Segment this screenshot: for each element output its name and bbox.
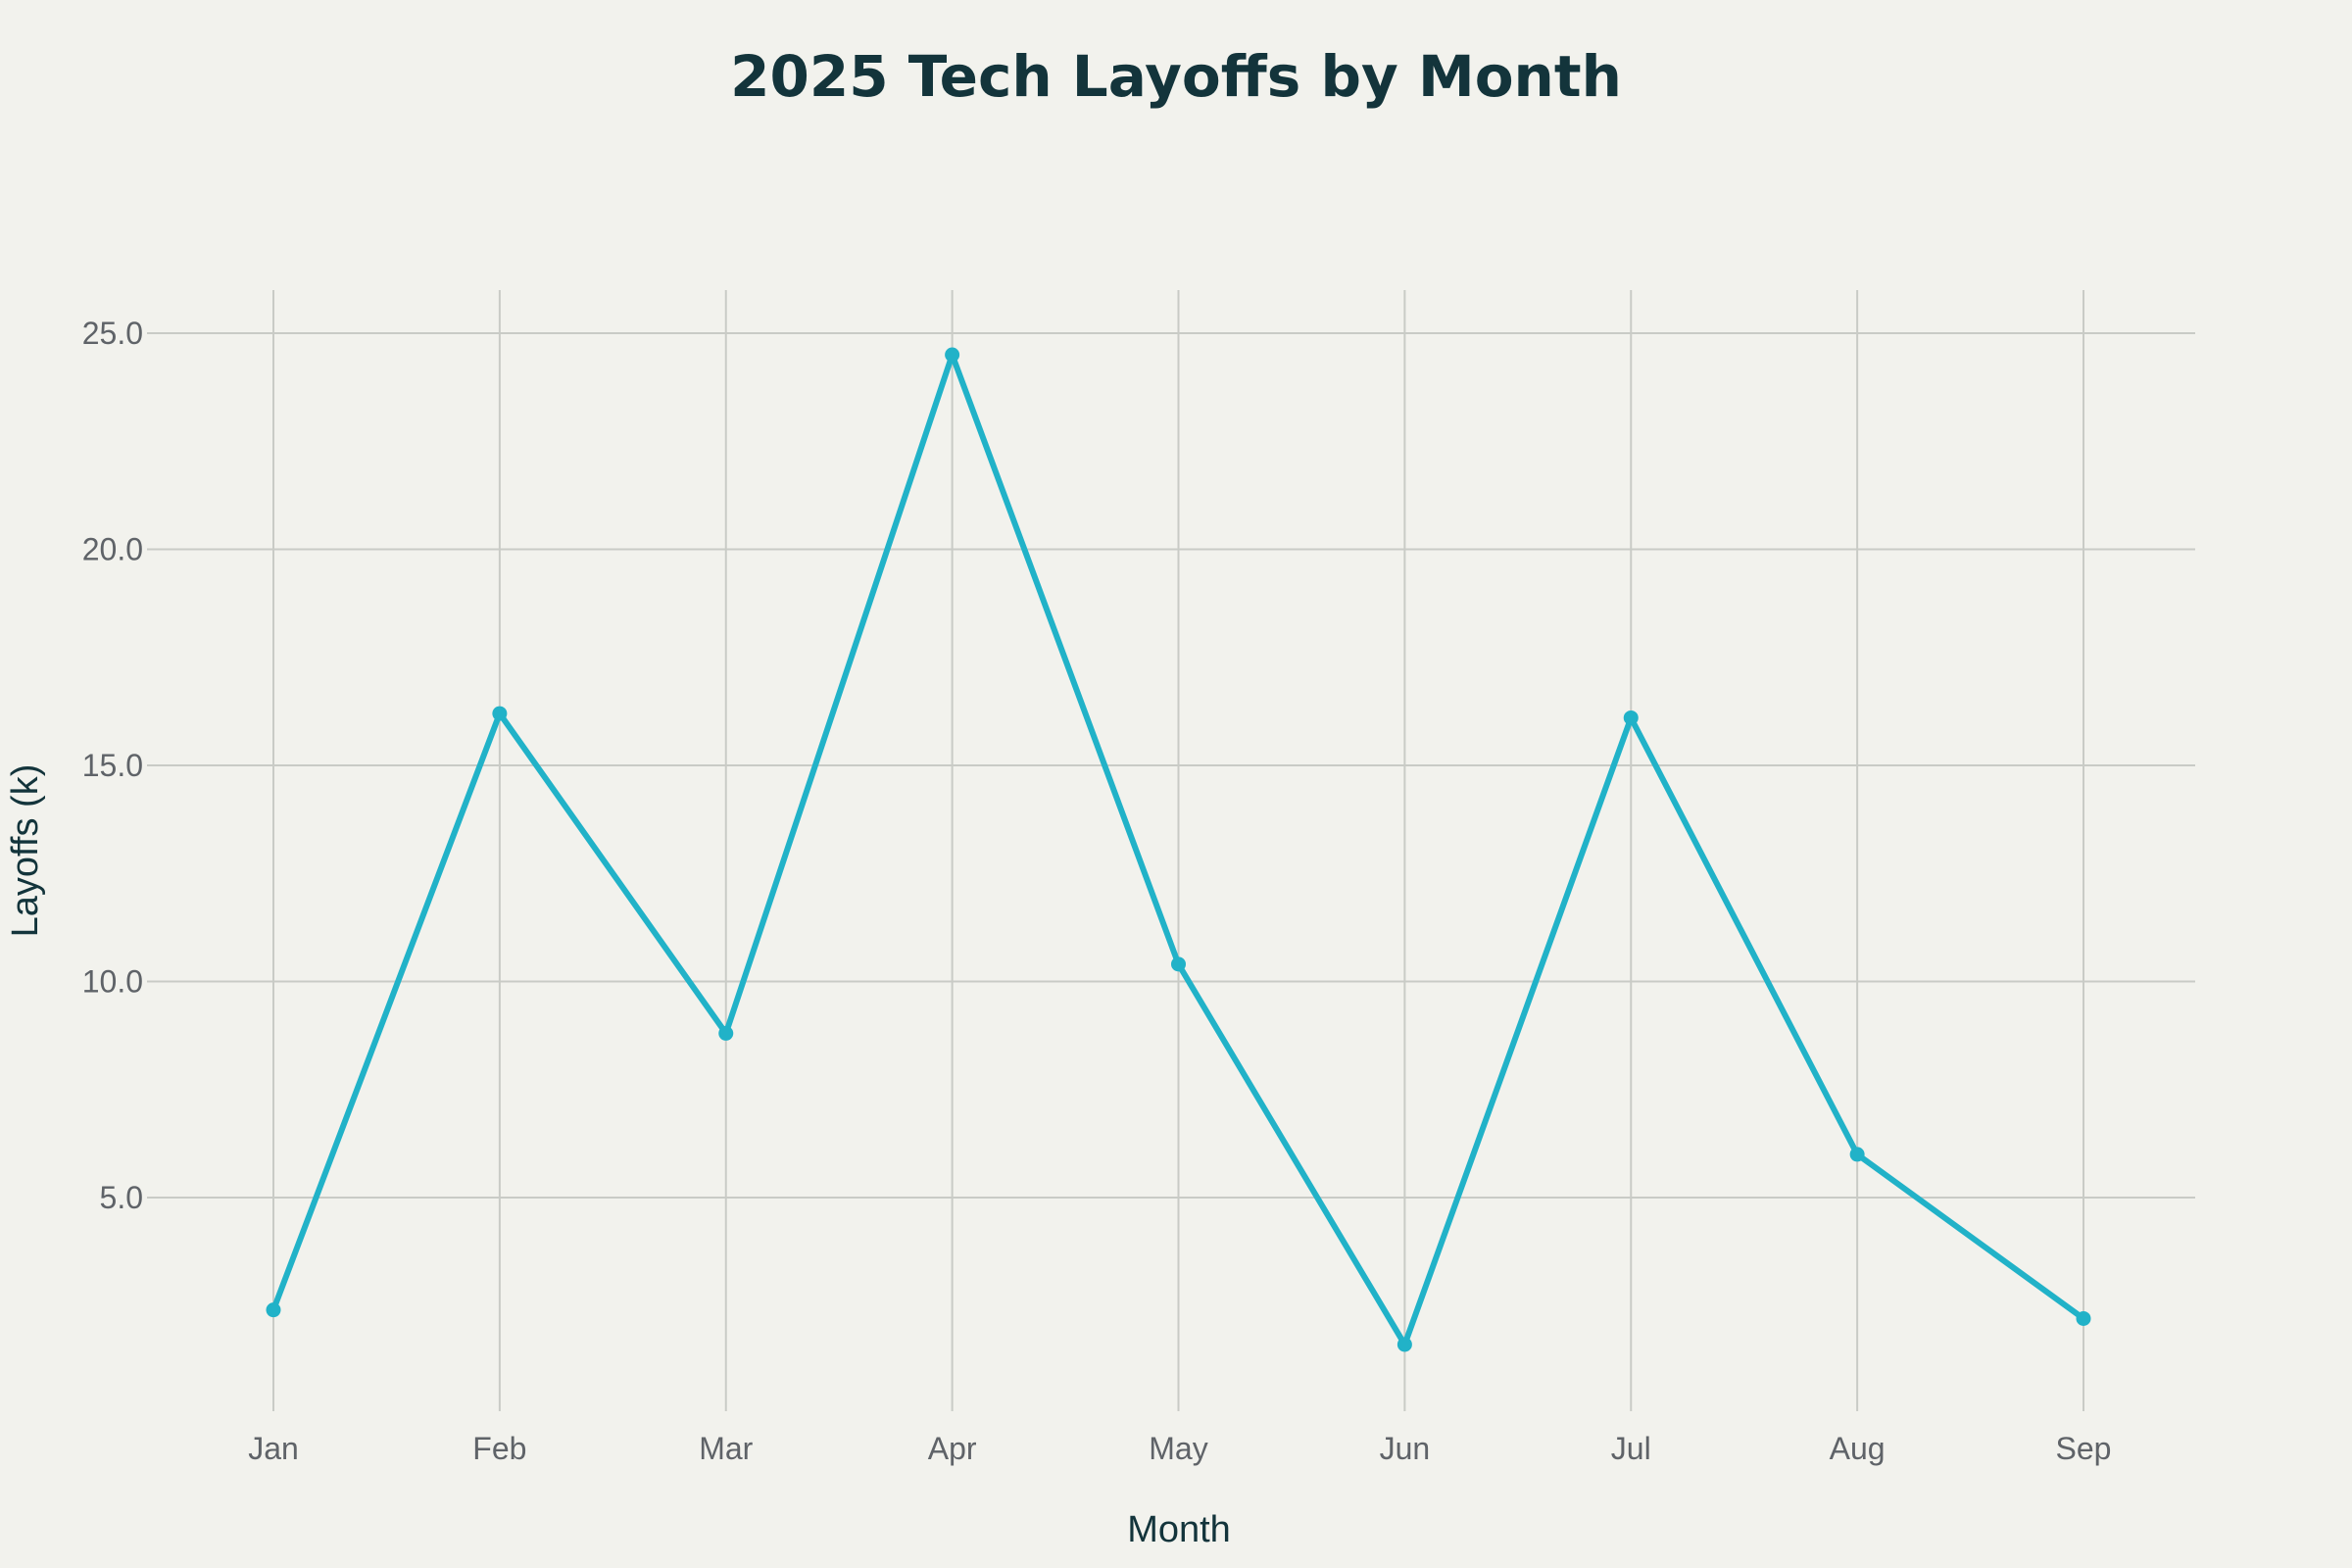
x-tick-label: Apr: [928, 1431, 977, 1466]
x-axis-label: Month: [1127, 1509, 1231, 1550]
data-point: [266, 1302, 281, 1318]
data-point: [1623, 710, 1639, 725]
x-tick-label: May: [1149, 1431, 1207, 1466]
y-tick-label: 25.0: [82, 316, 143, 351]
x-tick-label: Mar: [699, 1431, 753, 1466]
grid: [147, 290, 2195, 1411]
y-tick-label: 10.0: [82, 964, 143, 1000]
x-tick-label: Jul: [1611, 1431, 1651, 1466]
x-tick-label: Sep: [2056, 1431, 2112, 1466]
chart-title: 2025 Tech Layoffs by Month: [730, 43, 1622, 110]
y-tick-label: 5.0: [100, 1180, 143, 1215]
data-point: [1396, 1337, 1412, 1352]
x-tick-label: Jun: [1380, 1431, 1431, 1466]
data-point: [2076, 1310, 2091, 1326]
x-tick-label: Aug: [1830, 1431, 1886, 1466]
x-tick-label: Feb: [472, 1431, 526, 1466]
y-axis-ticks: 5.0 10.0 15.0 20.0 25.0: [82, 316, 143, 1215]
data-point: [718, 1025, 734, 1041]
data-point: [945, 347, 960, 363]
x-axis-ticks: Jan Feb Mar Apr May Jun Jul Aug Sep: [248, 1431, 2111, 1466]
series-layer: [266, 347, 2091, 1352]
y-axis-label: Layoffs (k): [5, 764, 46, 938]
y-tick-label: 20.0: [82, 532, 143, 567]
x-tick-label: Jan: [248, 1431, 299, 1466]
data-point: [1171, 956, 1186, 972]
data-point: [1849, 1147, 1865, 1162]
y-tick-label: 15.0: [82, 748, 143, 783]
data-point: [492, 706, 508, 721]
